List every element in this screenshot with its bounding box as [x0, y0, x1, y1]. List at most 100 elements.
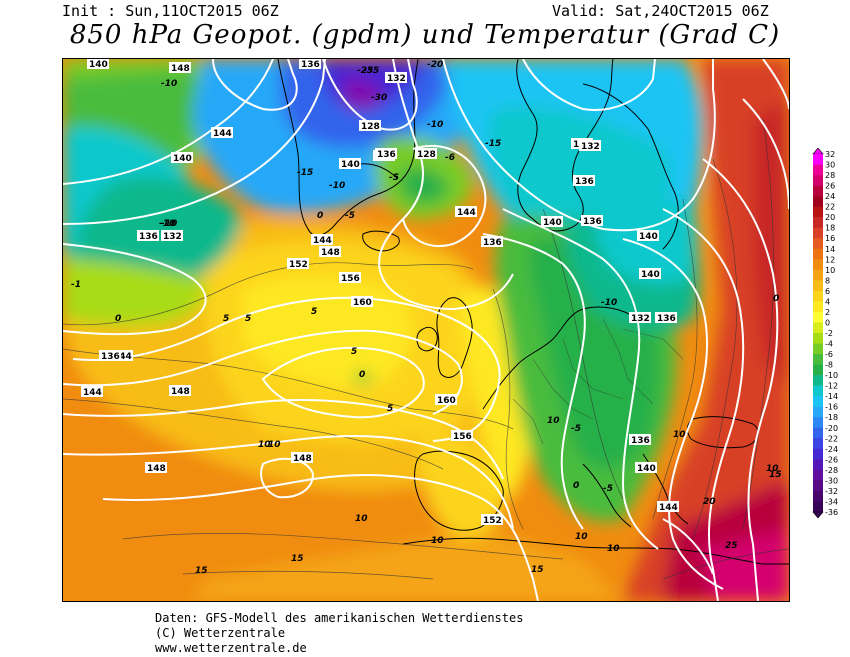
- temp-label: 10: [258, 440, 271, 450]
- legend-swatch: [813, 406, 823, 418]
- map-title: 850 hPa Geopot. (gpdm) und Temperatur (G…: [69, 20, 781, 50]
- height-label: 132: [581, 142, 600, 152]
- legend-label: -4: [825, 340, 833, 349]
- temp-label: -10: [159, 219, 175, 229]
- height-label: 144: [83, 388, 102, 398]
- temperature-isolines: [63, 118, 789, 580]
- legend-bottom-arrow: [812, 511, 824, 519]
- legend-swatch: [813, 333, 823, 344]
- legend-label: 8: [825, 276, 830, 285]
- height-label-bg: [481, 236, 503, 247]
- temp-label: 15: [769, 470, 782, 480]
- temp-labels: -10-25-20-35-30-10-15-15-10-5-5-60-10-10…: [71, 60, 782, 576]
- legend-swatch: [813, 364, 823, 376]
- height-label: 132: [631, 314, 650, 324]
- height-label: 144: [313, 236, 332, 246]
- temp-label: -6: [445, 153, 455, 163]
- temp-label: 10: [607, 544, 620, 554]
- height-label: 136: [377, 150, 396, 160]
- height-label-bg: [581, 215, 603, 226]
- legend-label: -34: [825, 497, 838, 506]
- legend-label: -22: [825, 434, 838, 443]
- height-label-bg: [359, 120, 381, 131]
- legend-swatch: [813, 217, 823, 229]
- height-label-bg: [573, 175, 595, 186]
- temp-label: 20: [703, 497, 716, 507]
- legend-label: 6: [825, 287, 830, 296]
- height-label: 148: [293, 454, 312, 464]
- legend-label: 2: [825, 308, 830, 317]
- legend-label: -2: [825, 329, 833, 338]
- height-label: 156: [453, 432, 472, 442]
- legend-swatch: [813, 248, 823, 260]
- temp-label: -5: [389, 173, 399, 183]
- height-label-bg: [319, 246, 341, 257]
- height-label: 140: [641, 270, 660, 280]
- valid-time: Valid: Sat,24OCT2015 06Z: [552, 2, 769, 20]
- legend-top-arrow: [812, 147, 824, 155]
- temp-label: -35: [363, 66, 379, 76]
- height-label: 144: [659, 503, 678, 513]
- temp-label: 0: [773, 294, 779, 304]
- footer-data-source: Daten: GFS-Modell des amerikanischen Wet…: [155, 611, 524, 625]
- height-label: 140: [89, 60, 108, 70]
- legend-label: 32: [825, 150, 835, 159]
- legend-swatch: [813, 259, 823, 271]
- legend-label: -12: [825, 382, 838, 391]
- temp-label: -5: [603, 484, 613, 494]
- temp-label: 5: [311, 307, 317, 317]
- legend-swatch: [813, 490, 823, 502]
- height-label-bg: [351, 296, 373, 307]
- height-label-bg: [339, 158, 361, 169]
- temp-label: 10: [547, 416, 560, 426]
- height-label: 144: [113, 352, 132, 362]
- height-label: 136: [139, 232, 158, 242]
- height-label: 128: [417, 150, 436, 160]
- height-label: 136: [101, 352, 120, 362]
- temperature-color-legend: 32 30 28 26 24 22 20 18 16 14 12 10 8 6 4 2 0 -2 -4 -6 -8 -10…: [812, 147, 848, 519]
- height-label-bg: [637, 230, 659, 241]
- height-label-bg: [415, 148, 437, 159]
- legend-label: 0: [825, 318, 830, 327]
- temp-label: -5: [345, 211, 355, 221]
- legend-swatch: [813, 301, 823, 313]
- height-label-bg: [111, 350, 133, 361]
- height-label-bg: [385, 72, 407, 83]
- legend-label: -24: [825, 445, 838, 454]
- height-label: 140: [173, 154, 192, 164]
- legend-label: 20: [825, 213, 835, 222]
- init-time: Init : Sun,11OCT2015 06Z: [62, 2, 279, 20]
- height-label-bg: [87, 59, 109, 69]
- legend-swatch: [813, 238, 823, 250]
- height-label-bg: [639, 268, 661, 279]
- height-label: 132: [387, 74, 406, 84]
- temp-label: 5: [245, 314, 251, 324]
- legend-swatch: [813, 427, 823, 439]
- temp-label: -20: [427, 60, 443, 70]
- height-label-bg: [629, 312, 651, 323]
- height-label: 140: [639, 232, 658, 242]
- legend-label: 12: [825, 255, 835, 264]
- height-label-bg: [579, 140, 601, 151]
- height-label: 136: [631, 436, 650, 446]
- legend-swatch: [813, 385, 823, 397]
- height-label-bg: [287, 258, 309, 269]
- temp-label: -10: [329, 181, 345, 191]
- legend-label: -14: [825, 392, 838, 401]
- legend-swatch: [813, 154, 823, 165]
- height-label-bg: [311, 234, 333, 245]
- legend-label: 16: [825, 234, 835, 243]
- height-label-bg: [541, 216, 563, 227]
- legend-swatch: [813, 280, 823, 292]
- legend-swatch: [813, 175, 823, 186]
- height-labels: 1401481361321281361441401401361321281361…: [81, 59, 679, 526]
- height-label: 148: [171, 64, 190, 74]
- legend-swatch: [813, 396, 823, 408]
- footer-website: www.wetterzentrale.de: [155, 641, 307, 655]
- legend-label: -32: [825, 487, 838, 496]
- height-label-bg: [299, 59, 321, 69]
- height-label-bg: [375, 148, 397, 159]
- height-label: 140: [637, 464, 656, 474]
- temp-label: 0: [359, 370, 365, 380]
- legend-label: 4: [825, 297, 830, 306]
